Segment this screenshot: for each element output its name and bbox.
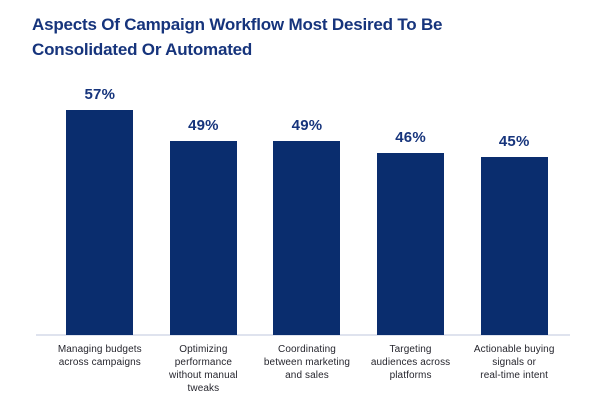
chart-title-line1: Aspects Of Campaign Workflow Most Desire… (32, 15, 443, 34)
bar-value-label: 57% (84, 85, 116, 103)
category-label-line: Targeting (389, 344, 432, 355)
bar-column: 49% (255, 84, 359, 335)
bar (377, 153, 445, 335)
category-label-line: Managing budgets (57, 344, 142, 355)
category-label-line: and sales (285, 370, 329, 381)
bar-value-label: 45% (498, 133, 530, 151)
bar (169, 141, 237, 335)
category-label-line: without manual (169, 370, 238, 381)
category-label-line: Coordinating (278, 344, 336, 355)
category-label: Managing budgets across campaigns (48, 343, 152, 395)
category-label-line: tweaks (187, 383, 220, 394)
bar (66, 109, 134, 335)
category-label-line: audiences across (370, 357, 451, 368)
bar-column: 45% (462, 84, 566, 335)
bar (273, 141, 341, 335)
chart-title: Aspects Of Campaign Workflow Most Desire… (32, 12, 552, 62)
bar-column: 57% (48, 84, 152, 335)
category-label-line: performance (174, 357, 233, 368)
category-label-line: real-time intent (480, 370, 549, 381)
bar-value-label: 49% (188, 117, 219, 135)
bar (480, 157, 548, 335)
bar-value-label: 49% (291, 117, 323, 135)
category-label-line: Optimizing (179, 344, 228, 355)
category-label-line: across campaigns (58, 357, 141, 368)
bar-value-label: 46% (395, 129, 426, 147)
category-label: Actionable buying signals or real-time int… (462, 343, 566, 395)
chart-title-line2: Consolidated Or Automated (32, 40, 253, 59)
bar-plot-area: 57% 49% 49% 46% 45% (48, 84, 566, 335)
category-label-line: platforms (389, 370, 432, 381)
category-axis-labels: Managing budgets across campaigns Optimizi… (48, 343, 566, 395)
bar-column: 46% (359, 84, 463, 335)
category-label: Coordinating between marketing and sales (255, 343, 359, 395)
category-label: Targeting audiences across platforms (359, 343, 463, 395)
bar-column: 49% (152, 84, 256, 335)
category-label-line: between marketing (263, 357, 351, 368)
category-label-line: signals or (492, 357, 537, 368)
category-label-line: Actionable buying (473, 344, 555, 355)
x-axis-baseline (36, 334, 570, 336)
category-label: Optimizing performance without manual tweak… (152, 343, 256, 395)
